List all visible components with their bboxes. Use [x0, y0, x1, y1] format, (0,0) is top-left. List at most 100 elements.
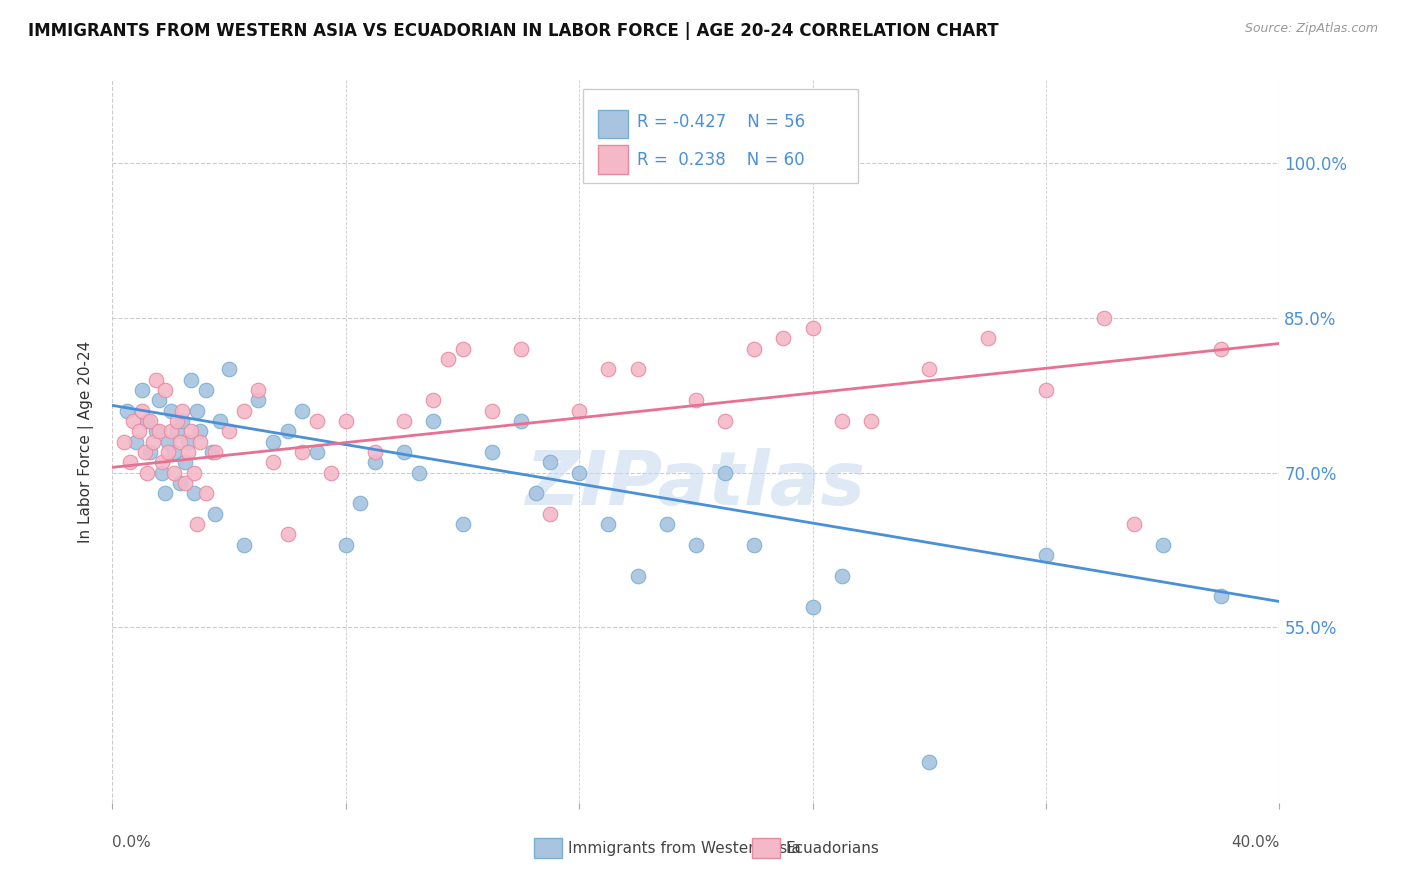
Point	[451, 517, 474, 532]
Point	[134, 445, 156, 459]
Point	[204, 445, 226, 459]
Point	[180, 373, 202, 387]
Point	[169, 475, 191, 490]
Point	[422, 393, 444, 408]
Point	[422, 414, 444, 428]
Point	[166, 414, 188, 428]
Point	[186, 403, 208, 417]
Point	[209, 414, 232, 428]
Point	[685, 393, 707, 408]
Point	[509, 414, 531, 428]
Point	[262, 434, 284, 449]
Point	[305, 445, 328, 459]
Point	[335, 538, 357, 552]
Point	[598, 517, 620, 532]
Point	[831, 568, 853, 582]
Point	[1211, 590, 1233, 604]
Point	[394, 414, 416, 428]
Point	[305, 414, 328, 428]
Point	[772, 331, 794, 345]
Point	[218, 362, 240, 376]
Point	[186, 517, 208, 532]
Point	[976, 331, 998, 345]
Point	[714, 466, 737, 480]
Point	[509, 342, 531, 356]
Point	[153, 383, 176, 397]
Point	[291, 403, 314, 417]
Point	[160, 403, 183, 417]
Point	[174, 475, 197, 490]
Point	[150, 466, 173, 480]
Point	[148, 424, 170, 438]
Point	[451, 342, 474, 356]
Point	[131, 383, 153, 397]
Point	[277, 527, 299, 541]
Point	[437, 351, 460, 366]
Point	[177, 445, 200, 459]
Text: 0.0%: 0.0%	[112, 836, 152, 850]
Text: Source: ZipAtlas.com: Source: ZipAtlas.com	[1244, 22, 1378, 36]
Point	[1094, 310, 1116, 325]
Point	[139, 445, 162, 459]
Point	[177, 434, 200, 449]
Point	[156, 434, 179, 449]
Text: Immigrants from Western Asia: Immigrants from Western Asia	[568, 841, 801, 855]
Point	[1122, 517, 1144, 532]
Text: R =  0.238    N = 60: R = 0.238 N = 60	[637, 151, 804, 169]
Point	[172, 414, 194, 428]
Point	[598, 362, 620, 376]
Point	[194, 383, 217, 397]
Point	[232, 538, 254, 552]
Point	[744, 538, 766, 552]
Point	[145, 424, 167, 438]
Point	[349, 496, 371, 510]
Point	[204, 507, 226, 521]
Point	[568, 403, 591, 417]
Point	[163, 445, 186, 459]
Point	[128, 424, 150, 438]
Point	[188, 424, 211, 438]
Text: R = -0.427    N = 56: R = -0.427 N = 56	[637, 113, 806, 131]
Point	[247, 383, 270, 397]
Point	[142, 434, 165, 449]
Point	[131, 403, 153, 417]
Point	[169, 434, 191, 449]
Point	[918, 755, 941, 769]
Point	[122, 414, 145, 428]
Point	[481, 445, 503, 459]
Point	[918, 362, 941, 376]
Point	[860, 414, 883, 428]
Point	[148, 393, 170, 408]
Point	[180, 424, 202, 438]
Point	[163, 466, 186, 480]
Point	[801, 321, 824, 335]
Point	[218, 424, 240, 438]
Point	[364, 455, 387, 469]
Point	[153, 486, 176, 500]
Point	[408, 466, 430, 480]
Point	[335, 414, 357, 428]
Point	[183, 466, 205, 480]
Point	[568, 466, 591, 480]
Point	[174, 455, 197, 469]
Y-axis label: In Labor Force | Age 20-24: In Labor Force | Age 20-24	[77, 341, 94, 542]
Point	[194, 486, 217, 500]
Point	[1035, 383, 1057, 397]
Point	[160, 424, 183, 438]
Point	[172, 403, 194, 417]
Point	[685, 538, 707, 552]
Point	[156, 445, 179, 459]
Point	[262, 455, 284, 469]
Point	[136, 414, 159, 428]
Point	[115, 403, 138, 417]
Point	[201, 445, 224, 459]
Point	[139, 414, 162, 428]
Text: Ecuadorians: Ecuadorians	[786, 841, 880, 855]
Point	[150, 455, 173, 469]
Point	[166, 424, 188, 438]
Point	[744, 342, 766, 356]
Text: ZIPatlas: ZIPatlas	[526, 449, 866, 522]
Point	[291, 445, 314, 459]
Text: 40.0%: 40.0%	[1232, 836, 1279, 850]
Point	[714, 414, 737, 428]
